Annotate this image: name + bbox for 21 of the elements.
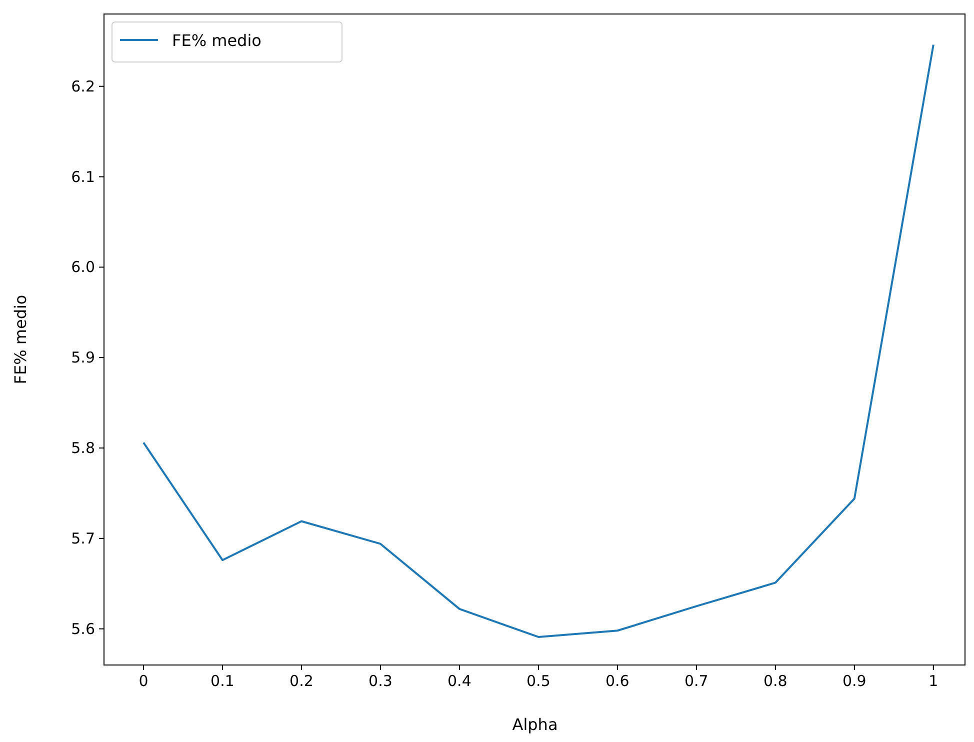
y-axis-title: FE% medio [11,294,30,384]
x-axis-title: Alpha [512,715,558,734]
x-tick-label: 0.8 [763,672,788,690]
x-tick-label: 0.7 [684,672,708,690]
y-tick-label: 5.6 [71,620,95,638]
x-tick-label: 0.6 [606,672,630,690]
legend-label: FE% medio [172,31,262,50]
y-tick-label: 5.7 [71,529,95,548]
x-tick-label: 0.5 [526,672,550,690]
y-tick-label: 6.2 [71,77,95,96]
y-tick-label: 5.8 [71,439,95,457]
x-tick-label: 0 [138,672,148,690]
x-tick-label: 0.1 [210,672,234,690]
x-tick-label: 0.3 [368,672,392,690]
y-tick-label: 5.9 [71,348,95,367]
x-tick-label: 0.2 [290,672,314,690]
x-tick-label: 0.9 [842,672,866,690]
x-tick-label: 1 [928,672,938,690]
x-tick-label: 0.4 [448,672,472,690]
y-tick-label: 6.1 [71,168,95,186]
y-tick-label: 6.0 [71,258,95,276]
